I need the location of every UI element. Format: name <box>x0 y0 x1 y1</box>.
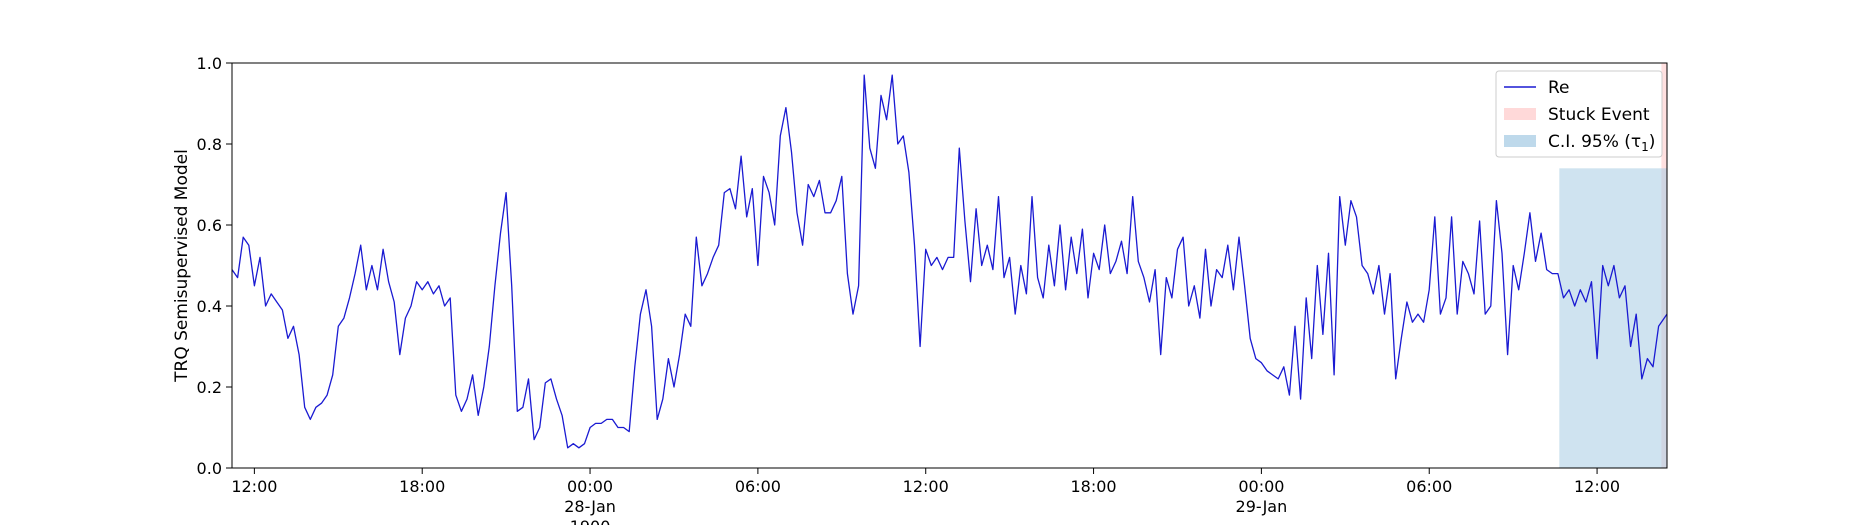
legend-box <box>1495 70 1663 158</box>
x-tick-label-line: 29-Jan <box>1236 497 1288 516</box>
x-tick-label-line: 18:00 <box>399 477 445 496</box>
x-tick-label: 12:00 <box>903 477 949 496</box>
x-tick-label: 18:00 <box>399 477 445 496</box>
legend-label-main: Stuck Event <box>1548 105 1650 125</box>
x-tick-label-line: 06:00 <box>1406 477 1452 496</box>
x-tick-label-line: 28-Jan <box>564 497 616 516</box>
x-tick-label-line: 00:00 <box>1238 477 1284 496</box>
x-tick-label-line: 1900 <box>570 517 611 525</box>
legend-label-main: C.I. 95% (τ <box>1548 132 1641 152</box>
x-tick-label: 12:00 <box>1574 477 1620 496</box>
x-tick-label-line: 12:00 <box>1574 477 1620 496</box>
region-confidence-interval <box>1559 168 1667 469</box>
legend-label-suffix: ) <box>1649 132 1656 152</box>
y-tick-label: 0.8 <box>197 135 222 154</box>
legend-label-main: Re <box>1548 78 1570 98</box>
y-tick-label: 0.2 <box>197 378 222 397</box>
legend-label: C.I. 95% (τ1) <box>1548 132 1655 154</box>
x-tick-label: 00:00 29-Jan <box>1236 477 1288 516</box>
x-tick-label: 06:00 <box>735 477 781 496</box>
y-tick-label: 0.4 <box>197 297 222 316</box>
x-tick-label-line: 12:00 <box>903 477 949 496</box>
y-axis: 0.0 0.2 0.4 0.6 0.8 1.0 <box>197 54 232 478</box>
x-tick-label: 06:00 <box>1406 477 1452 496</box>
plot-frame <box>231 62 1668 469</box>
legend-swatch-patch <box>1504 135 1536 147</box>
legend-label: Stuck Event <box>1548 105 1650 125</box>
x-tick-label-line: 18:00 <box>1071 477 1117 496</box>
x-tick-label-line: 06:00 <box>735 477 781 496</box>
legend-label-subscript: 1 <box>1641 140 1649 154</box>
y-tick-label: 0.0 <box>197 459 222 478</box>
y-tick-label: 0.6 <box>197 216 222 235</box>
y-tick-label: 1.0 <box>197 54 222 73</box>
legend-label: Re <box>1548 78 1570 98</box>
shaded-regions <box>1559 63 1667 469</box>
x-axis: 12:0018:0000:0028-Jan190006:0012:0018:00… <box>231 468 1620 525</box>
legend: Re Stuck Event C.I. 95% (τ1) <box>1495 70 1663 158</box>
y-axis-label: TRQ Semisupervised Model <box>172 149 192 383</box>
legend-swatch-patch <box>1504 108 1536 120</box>
x-tick-label: 18:00 <box>1071 477 1117 496</box>
x-tick-label: 12:00 <box>231 477 277 496</box>
x-tick-label-line: 12:00 <box>231 477 277 496</box>
x-tick-label-line: 00:00 <box>567 477 613 496</box>
series-layer <box>231 74 1668 449</box>
series-line-re <box>231 74 1668 449</box>
